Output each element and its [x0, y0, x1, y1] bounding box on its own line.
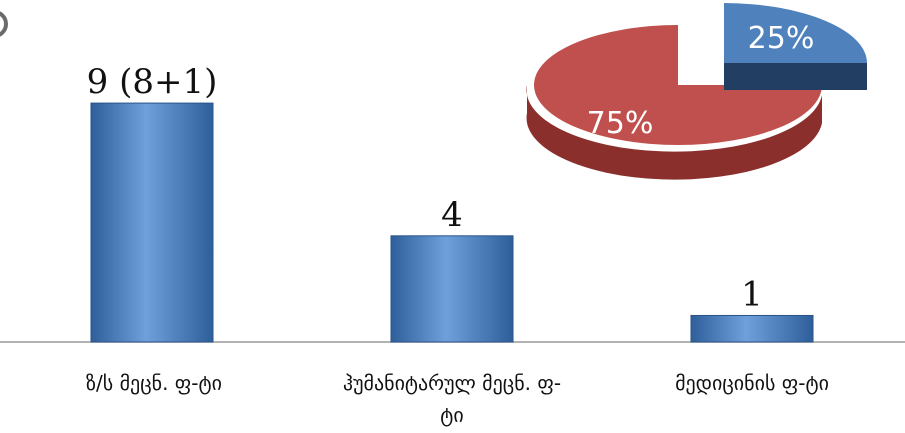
- pie-slice-25: [724, 3, 868, 63]
- corner-decoration: [0, 11, 8, 37]
- category-label-1: ჰუმანიტარულ მეცნ. ფ- ტი: [343, 371, 561, 427]
- bar-0: [90, 102, 214, 343]
- pie-slice-75: [534, 25, 822, 145]
- category-label-1-line-2: ტი: [440, 403, 463, 427]
- pie-slice-25-side: [724, 63, 867, 90]
- category-label-0: ზ/ს მეცნ. ფ-ტი: [86, 371, 222, 395]
- bar-value-label-2: 1: [741, 274, 763, 314]
- pie-label-25: 25%: [748, 21, 815, 56]
- bar-value-label-0: 9 (8+1): [87, 62, 218, 102]
- bar-1: [390, 235, 514, 343]
- bar-2: [690, 314, 814, 343]
- category-label-2: მედიცინის ფ-ტი: [675, 371, 829, 395]
- pie-slice-75-side: [526, 85, 822, 180]
- category-label-1-line-1: ჰუმანიტარულ მეცნ. ფ-: [343, 371, 561, 395]
- pie-chart: 25% 75%: [526, 3, 868, 180]
- bar-value-label-1: 4: [441, 195, 463, 235]
- pie-label-75: 75%: [587, 106, 654, 141]
